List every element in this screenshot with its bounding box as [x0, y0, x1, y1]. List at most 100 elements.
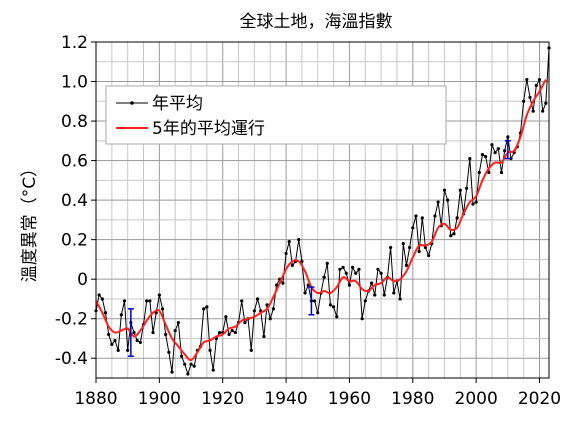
annual-point — [132, 330, 136, 335]
annual-point — [192, 364, 196, 368]
annual-point — [303, 291, 307, 295]
annual-point — [164, 332, 168, 337]
annual-point — [157, 293, 161, 297]
annual-point — [471, 202, 475, 206]
annual-point — [284, 251, 288, 256]
legend-label-5yr: 5年的平均運行 — [152, 119, 265, 139]
annual-point — [148, 299, 152, 303]
annual-point — [100, 297, 104, 301]
annual-point — [408, 245, 412, 250]
annual-point — [487, 170, 491, 175]
annual-point — [122, 299, 127, 303]
annual-point — [103, 311, 108, 315]
annual-point — [350, 265, 355, 269]
chart-title: 全球土地，海溫指數 — [240, 12, 393, 32]
x-tick-label: 2020 — [518, 389, 561, 409]
annual-point — [496, 147, 500, 151]
annual-point — [331, 305, 336, 309]
annual-point — [341, 265, 345, 269]
axis-ticks: 1880 1900 1920 1940 1960 1980 2000 2020 -0.4 -0.2… — [55, 33, 561, 409]
annual-point — [347, 283, 352, 287]
annual-point — [208, 348, 212, 352]
x-tick-label: 1940 — [264, 389, 307, 409]
annual-point — [262, 334, 266, 339]
annual-point — [316, 311, 320, 315]
x-tick-label: 1920 — [201, 389, 244, 409]
annual-point — [287, 240, 291, 244]
x-tick-label: 1880 — [74, 389, 117, 409]
annual-point — [110, 342, 114, 346]
x-tick-label: 1960 — [328, 389, 371, 409]
annual-point — [373, 293, 377, 297]
annual-point — [509, 157, 513, 161]
annual-point — [312, 299, 317, 303]
annual-point — [173, 328, 177, 333]
annual-point — [249, 348, 253, 352]
y-tick-label: 0 — [77, 270, 88, 290]
annual-point — [335, 315, 339, 319]
annual-point — [537, 77, 542, 82]
annual-point — [490, 143, 494, 147]
annual-point — [449, 234, 453, 238]
annual-point — [160, 307, 165, 311]
annual-point — [268, 317, 272, 321]
annual-point — [189, 362, 193, 366]
annual-point — [493, 151, 497, 155]
annual-point — [401, 242, 405, 246]
annual-point — [145, 299, 149, 303]
annual-point — [484, 155, 488, 159]
annual-point — [531, 109, 535, 113]
annual-point — [116, 348, 120, 352]
annual-point — [474, 200, 478, 204]
annual-point — [522, 99, 526, 103]
error-bars — [127, 140, 511, 358]
annual-point — [151, 330, 155, 335]
annual-point — [297, 238, 301, 242]
annual-point — [97, 293, 101, 297]
annual-point — [205, 305, 209, 309]
legend-box — [105, 85, 447, 145]
annual-point — [338, 267, 342, 271]
annual-point — [227, 332, 231, 337]
annual-point — [186, 372, 190, 376]
annual-point — [452, 232, 456, 236]
annual-point — [322, 275, 326, 279]
annual-point — [433, 214, 437, 218]
annual-point — [436, 200, 440, 204]
annual-point — [411, 226, 415, 230]
annual-point — [230, 328, 234, 333]
annual-point — [465, 186, 469, 190]
annual-point — [398, 297, 402, 301]
running-mean-line — [95, 79, 547, 362]
annual-point — [525, 77, 529, 82]
series-layer — [94, 46, 551, 376]
annual-point — [534, 83, 538, 88]
annual-point — [113, 338, 117, 343]
y-axis-label: 溫度異常（°C） — [20, 160, 40, 282]
annual-point — [389, 245, 393, 250]
annual-point — [376, 267, 380, 271]
annual-point — [528, 95, 532, 99]
annual-point — [414, 214, 418, 218]
annual-point — [379, 271, 383, 275]
annual-point — [477, 170, 481, 175]
annual-point — [126, 348, 130, 352]
annual-point — [344, 271, 348, 275]
annual-point — [281, 281, 285, 285]
annual-point — [271, 307, 275, 311]
annual-point — [170, 370, 174, 374]
annual-point — [480, 153, 485, 157]
annual-point — [442, 188, 447, 192]
annual-point — [328, 303, 333, 307]
annual-point — [420, 216, 424, 220]
annual-point — [265, 303, 269, 307]
x-tick-label: 1980 — [391, 389, 434, 409]
annual-point — [325, 261, 329, 265]
annual-point — [167, 350, 171, 354]
annual-point — [176, 321, 180, 325]
annual-point — [211, 368, 215, 372]
annual-point — [468, 157, 472, 161]
annual-point — [392, 291, 396, 295]
y-tick-label: 1.2 — [61, 33, 88, 53]
